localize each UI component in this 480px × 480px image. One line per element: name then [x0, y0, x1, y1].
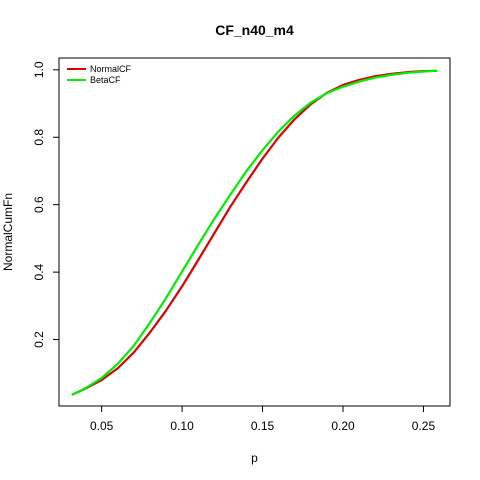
legend: NormalCF BetaCF [67, 64, 132, 85]
x-axis-label: p [251, 451, 258, 465]
x-tick-label: 0.20 [331, 419, 355, 433]
y-tick-label: 0.6 [32, 196, 46, 213]
y-tick-label: 0.2 [32, 331, 46, 348]
series-line-betacf [71, 69, 438, 396]
legend-label-betacf: BetaCF [90, 75, 121, 85]
x-tick-label: 0.10 [170, 419, 194, 433]
series-line-normalcf [71, 69, 438, 396]
chart-title: CF_n40_m4 [215, 22, 294, 38]
x-tick-label: 0.15 [251, 419, 275, 433]
x-axis: 0.05 0.10 0.15 0.20 0.25 [90, 406, 435, 433]
legend-label-normalcf: NormalCF [90, 64, 132, 74]
series-lines [71, 69, 438, 396]
plot-frame [58, 57, 451, 407]
y-axis-label: NormalCumFn [1, 193, 15, 271]
y-tick-label: 0.8 [32, 129, 46, 146]
y-tick-label: 0.4 [32, 263, 46, 280]
y-tick-label: 1.0 [32, 61, 46, 78]
x-tick-label: 0.25 [412, 419, 436, 433]
x-tick-label: 0.05 [90, 419, 114, 433]
y-axis: 0.2 0.4 0.6 0.8 1.0 [32, 61, 59, 348]
